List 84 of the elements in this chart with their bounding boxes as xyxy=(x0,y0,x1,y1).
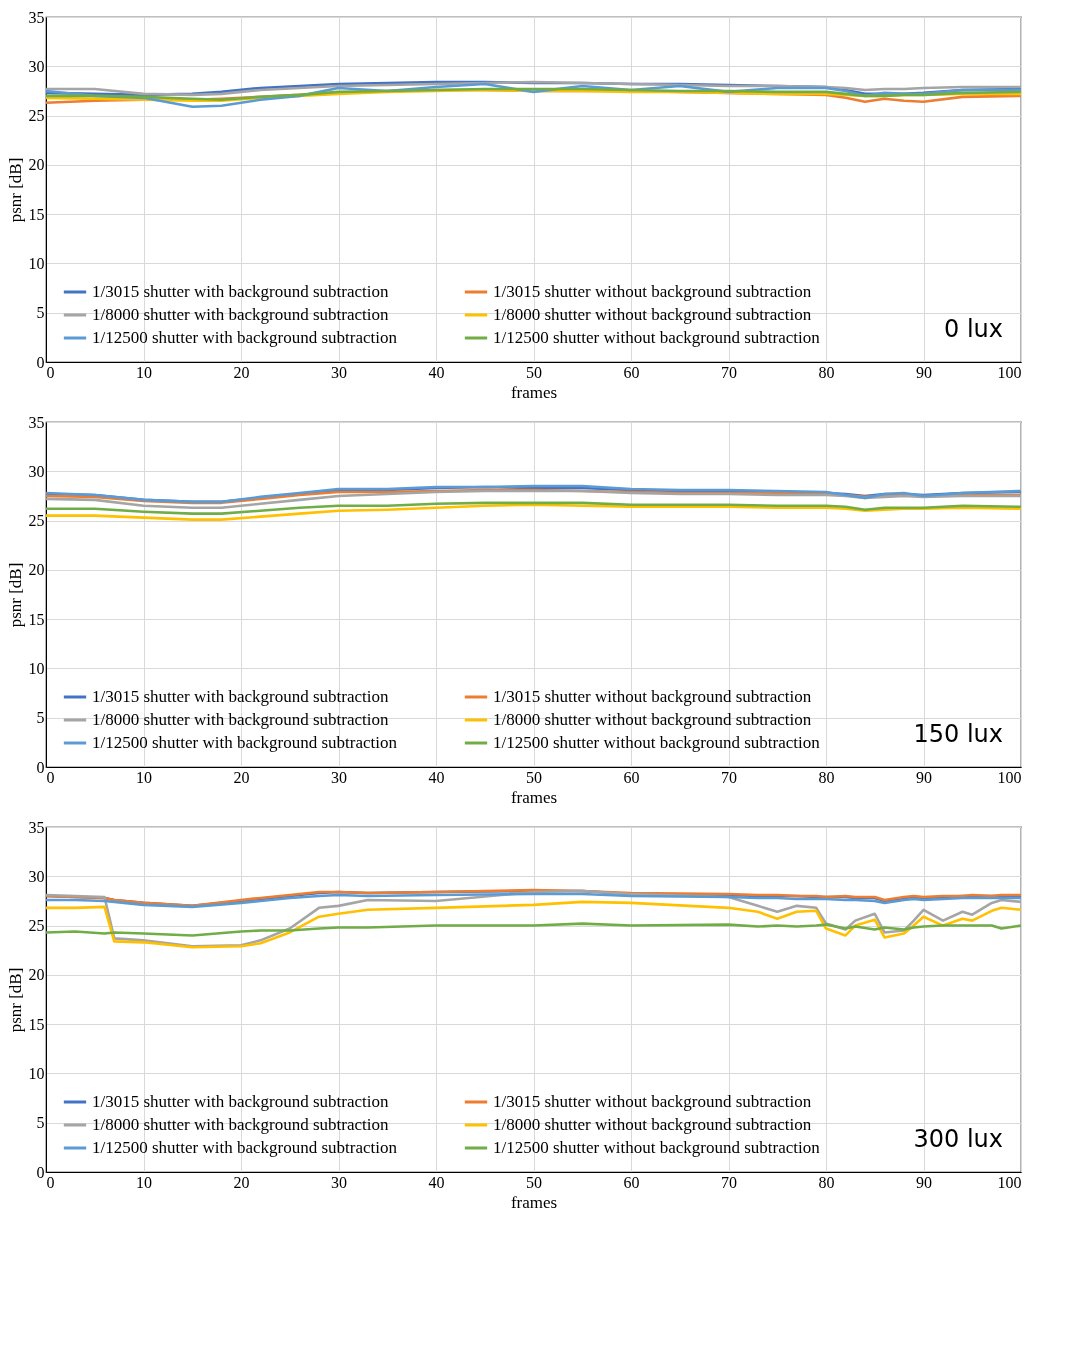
x-tick-label: 10 xyxy=(136,768,152,786)
y-tick-label: 10 xyxy=(28,659,45,677)
x-axis-title: frames xyxy=(510,1192,558,1212)
x-axis-title: frames xyxy=(510,787,558,807)
x-tick-label: 60 xyxy=(623,768,640,786)
x-tick-label: 90 xyxy=(916,1173,932,1191)
y-axis-title: psnr [dB] xyxy=(5,157,25,223)
y-tick-label: 15 xyxy=(28,610,45,628)
legend-label: 1/8000 shutter without background subtraction xyxy=(493,1115,812,1134)
y-tick-label: 20 xyxy=(28,561,45,579)
legend-label: 1/3015 shutter with background subtraction xyxy=(92,1092,389,1111)
x-tick-label: 90 xyxy=(916,768,932,786)
y-tick-label: 5 xyxy=(36,1114,45,1132)
legend-label: 1/12500 shutter with background subtraction xyxy=(92,1138,398,1157)
y-axis-title: psnr [dB] xyxy=(5,562,25,628)
x-tick-label: 30 xyxy=(331,768,347,786)
x-tick-label: 20 xyxy=(233,1173,250,1191)
y-tick-label: 10 xyxy=(28,1064,45,1082)
legend-label: 1/12500 shutter with background subtraction xyxy=(92,328,398,347)
y-axis-title: psnr [dB] xyxy=(5,967,25,1033)
line-series xyxy=(46,501,1021,515)
legend-label: 1/12500 shutter with background subtraction xyxy=(92,733,398,752)
y-tick-label: 15 xyxy=(28,205,45,223)
y-tick-label: 35 xyxy=(28,8,45,26)
annotation: 300 lux xyxy=(913,1125,1003,1153)
x-tick-label: 30 xyxy=(331,363,347,381)
legend-label: 1/8000 shutter with background subtraction xyxy=(92,305,389,324)
x-tick-label: 50 xyxy=(526,363,542,381)
legend-label: 1/3015 shutter without background subtraction xyxy=(493,282,812,301)
x-tick-label: 50 xyxy=(526,1173,542,1191)
legend-label: 1/3015 shutter with background subtraction xyxy=(92,282,389,301)
x-tick-label: 70 xyxy=(721,363,737,381)
y-tick-label: 35 xyxy=(28,413,45,431)
x-tick-label: 80 xyxy=(818,1173,835,1191)
x-tick-label: 100 xyxy=(997,1173,1022,1191)
x-tick-label: 80 xyxy=(818,363,835,381)
y-tick-label: 25 xyxy=(28,107,45,125)
x-tick-label: 10 xyxy=(136,1173,152,1191)
x-tick-label: 90 xyxy=(916,363,932,381)
line-series xyxy=(46,489,1021,510)
legend-label: 1/12500 shutter without background subtraction xyxy=(493,733,821,752)
legend-label: 1/12500 shutter without background subtraction xyxy=(493,328,821,347)
legend-label: 1/3015 shutter with background subtraction xyxy=(92,687,389,706)
legend-label: 1/3015 shutter without background subtraction xyxy=(493,687,812,706)
x-tick-label: 40 xyxy=(428,363,445,381)
x-axis-title: frames xyxy=(510,382,558,402)
x-tick-label: 60 xyxy=(623,1173,640,1191)
x-tick-label: 70 xyxy=(721,1173,737,1191)
legend-label: 1/12500 shutter without background subtraction xyxy=(493,1138,821,1157)
annotation: 150 lux xyxy=(913,720,1003,748)
legend-label: 1/3015 shutter without background subtraction xyxy=(493,1092,812,1111)
y-tick-label: 15 xyxy=(28,1015,45,1033)
y-tick-label: 5 xyxy=(36,709,45,727)
x-tick-label: 20 xyxy=(233,768,250,786)
x-tick-label: 100 xyxy=(997,363,1022,381)
x-tick-label: 80 xyxy=(818,768,835,786)
x-tick-label: 60 xyxy=(623,363,640,381)
y-tick-label: 10 xyxy=(28,254,45,272)
legend-label: 1/8000 shutter without background subtraction xyxy=(493,710,812,729)
y-tick-label: 35 xyxy=(28,818,45,836)
x-tick-label: 10 xyxy=(136,363,152,381)
line-series xyxy=(46,503,1021,521)
y-tick-label: 25 xyxy=(28,917,45,935)
line-series xyxy=(46,900,1021,949)
x-tick-label: 40 xyxy=(428,768,445,786)
y-tick-label: 5 xyxy=(36,304,45,322)
y-tick-label: 30 xyxy=(28,462,45,480)
line-series xyxy=(46,80,1021,97)
y-tick-label: 25 xyxy=(28,512,45,530)
y-tick-label: 20 xyxy=(28,156,45,174)
y-tick-label: 30 xyxy=(28,867,45,885)
x-tick-label: 40 xyxy=(428,1173,445,1191)
legend-label: 1/8000 shutter with background subtraction xyxy=(92,1115,389,1134)
x-tick-label: 30 xyxy=(331,1173,347,1191)
x-tick-label: 20 xyxy=(233,363,250,381)
line-series xyxy=(46,922,1021,937)
x-tick-label: 50 xyxy=(526,768,542,786)
x-tick-label: 70 xyxy=(721,768,737,786)
legend-label: 1/8000 shutter without background subtraction xyxy=(493,305,812,324)
legend-label: 1/8000 shutter with background subtraction xyxy=(92,710,389,729)
x-tick-label: 100 xyxy=(997,768,1022,786)
annotation: 0 lux xyxy=(944,315,1003,343)
y-tick-label: 20 xyxy=(28,966,45,984)
y-tick-label: 30 xyxy=(28,57,45,75)
